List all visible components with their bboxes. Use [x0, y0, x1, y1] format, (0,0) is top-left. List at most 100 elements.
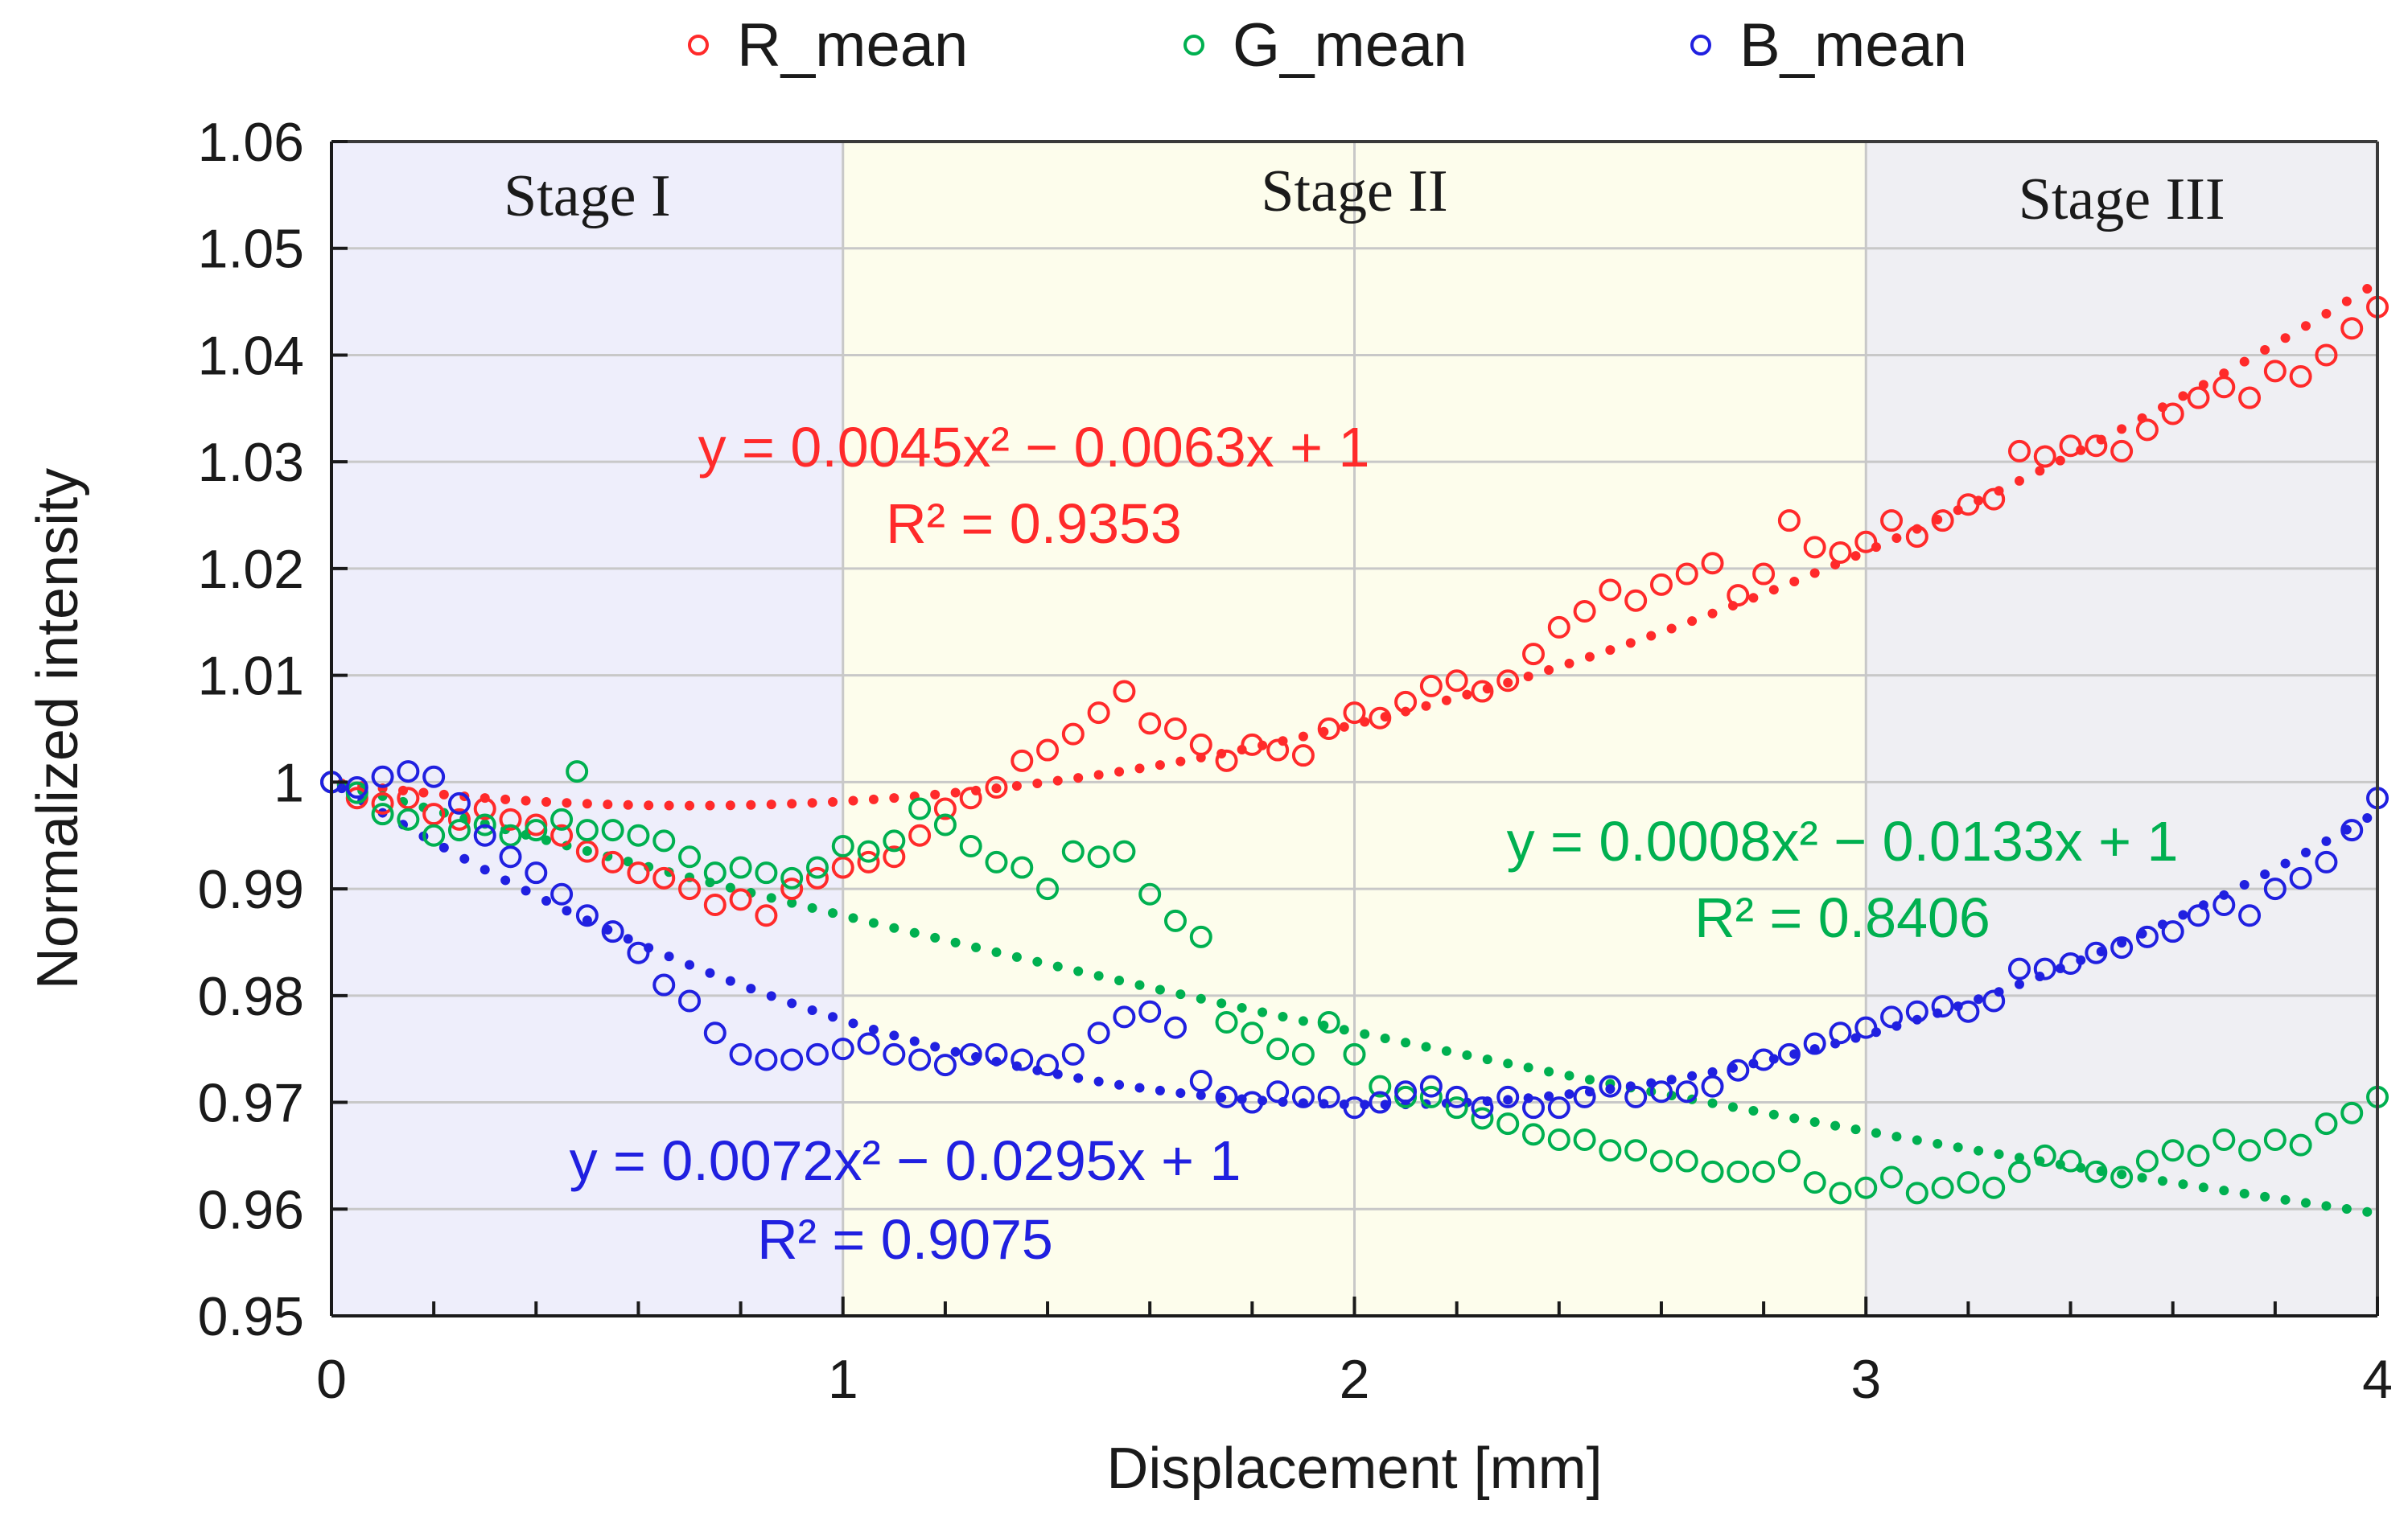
trend-dot-g-mean [1482, 1054, 1492, 1065]
point-r-mean [1701, 552, 1724, 575]
point-g-mean [1189, 925, 1212, 948]
trend-dot-g-mean [1809, 1116, 1820, 1127]
point-g-mean [959, 835, 982, 857]
legend-marker-g-mean [1183, 35, 1204, 55]
trend-dot-r-mean [950, 787, 961, 798]
trend-dot-b-mean [930, 1042, 941, 1052]
point-r-mean [1061, 722, 1085, 746]
trend-dot-b-mean [1544, 1091, 1554, 1101]
point-g-mean [1011, 856, 1034, 879]
stage-band-3 [1866, 142, 2377, 1316]
point-r-mean [550, 824, 574, 847]
point-g-mean [1496, 1112, 1520, 1136]
trend-dot-r-mean [2178, 391, 2188, 401]
stage-label-3: Stage III [2019, 166, 2225, 232]
point-g-mean [1854, 1176, 1878, 1199]
trend-dot-g-mean [930, 932, 941, 943]
point-r-mean [1011, 749, 1034, 772]
trend-dot-r-mean [521, 795, 531, 806]
point-b-mean [1675, 1080, 1698, 1104]
point-g-mean [1087, 845, 1110, 869]
trend-dot-r-mean [1503, 677, 1513, 688]
trend-dot-g-mean [1850, 1124, 1861, 1135]
trend-dot-r-mean [1421, 701, 1431, 711]
point-b-mean [601, 920, 624, 943]
trend-dot-g-mean [1953, 1142, 1963, 1153]
point-b-mean [1163, 1016, 1187, 1039]
point-r-mean [2263, 360, 2287, 383]
point-r-mean [1343, 701, 1366, 725]
point-r-mean [933, 797, 957, 820]
trend-dot-r-mean [725, 800, 735, 811]
point-g-mean [1036, 878, 1060, 901]
point-b-mean [729, 1042, 752, 1066]
trend-dot-r-mean [1789, 576, 1800, 586]
trend-dot-r-mean [705, 800, 715, 811]
trend-dot-r-mean [685, 800, 695, 811]
point-g-mean [1905, 1182, 1928, 1205]
trend-dot-b-mean [2014, 979, 2024, 989]
y-tick-label: 1.01 [198, 646, 304, 707]
point-g-mean [1599, 1139, 1622, 1162]
x-tick-label: 4 [2362, 1349, 2393, 1410]
y-tick-label: 1.02 [198, 539, 304, 600]
point-b-mean [933, 1054, 957, 1077]
point-b-mean [2340, 819, 2364, 842]
point-r-mean [1087, 701, 1110, 725]
point-g-mean [1675, 1149, 1698, 1173]
trend-dot-g-mean [1544, 1067, 1554, 1077]
point-b-mean [397, 760, 420, 783]
fit-equation-g-mean: y = 0.0008x² − 0.0133x + 1 [1507, 810, 2179, 873]
trend-dot-r-mean [787, 799, 797, 809]
point-r-mean [397, 787, 420, 810]
point-r-mean [1905, 525, 1928, 549]
point-r-mean [2110, 439, 2134, 462]
point-b-mean [1880, 1005, 1904, 1029]
trend-dot-g-mean [1380, 1033, 1390, 1043]
point-b-mean [1138, 1000, 1162, 1023]
point-g-mean [1777, 1149, 1801, 1173]
x-tick-label: 1 [828, 1349, 858, 1410]
point-b-mean [1982, 989, 2006, 1013]
trend-dot-r-mean [623, 799, 633, 810]
point-g-mean [908, 797, 932, 820]
point-g-mean [1445, 1096, 1468, 1120]
trend-dot-g-mean [971, 942, 982, 952]
point-b-mean [2238, 904, 2262, 927]
trend-dot-b-mean [664, 952, 674, 962]
point-b-mean [1905, 1000, 1928, 1023]
trend-dot-g-mean [623, 857, 633, 867]
point-b-mean [1036, 1054, 1060, 1077]
trend-dot-b-mean [1114, 1079, 1125, 1090]
point-r-mean [447, 808, 471, 831]
trend-dot-b-mean [541, 895, 552, 906]
point-r-mean [2315, 343, 2338, 367]
point-b-mean [447, 791, 471, 815]
point-r-mean [1241, 733, 1264, 756]
trend-dot-r-mean [438, 789, 449, 799]
point-g-mean [371, 803, 394, 826]
point-r-mean [1471, 680, 1494, 703]
point-b-mean [1419, 1075, 1443, 1098]
point-g-mean [2263, 1128, 2287, 1151]
trend-dot-g-mean [2300, 1198, 2311, 1208]
point-b-mean [908, 1048, 932, 1071]
y-tick-label: 0.99 [198, 859, 304, 920]
point-b-mean [1394, 1080, 1418, 1104]
trend-dot-g-mean [1974, 1145, 1984, 1156]
point-g-mean [550, 808, 574, 831]
legend-marker-b-mean [1690, 35, 1711, 55]
point-r-mean [2085, 434, 2108, 458]
point-b-mean [1471, 1096, 1494, 1120]
trend-dot-b-mean [1666, 1075, 1677, 1085]
trend-dot-b-mean [725, 976, 735, 986]
trend-dot-b-mean [1155, 1085, 1165, 1095]
trend-dot-g-mean [1441, 1046, 1451, 1056]
point-r-mean [2212, 376, 2236, 399]
trend-dot-g-mean [1462, 1050, 1472, 1060]
fit-equations: y = 0.0045x² − 0.0063x + 1 R² = 0.9353 y =… [570, 416, 2179, 1271]
point-g-mean [1369, 1075, 1392, 1098]
trend-dot-b-mean [807, 1005, 817, 1015]
y-tick-label: 0.95 [198, 1286, 304, 1347]
point-g-mean [703, 861, 727, 885]
